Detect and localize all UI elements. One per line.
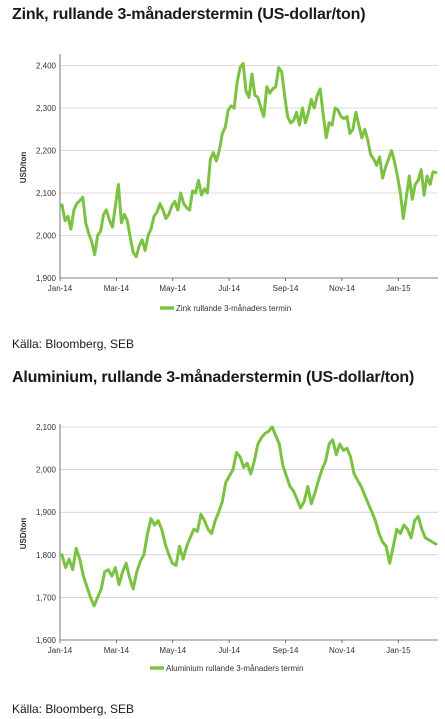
y-tick-label: 2,000 <box>36 466 57 475</box>
x-tick-label: Sep-14 <box>273 284 299 293</box>
x-tick-label: Mar-14 <box>104 646 130 655</box>
y-axis-label: USD/ton <box>19 152 28 184</box>
series-line <box>60 61 438 259</box>
x-tick-label: Nov-14 <box>329 646 355 655</box>
x-tick-label: Mar-14 <box>104 284 130 293</box>
y-tick-label: 1,600 <box>36 636 57 645</box>
legend-label: Zink rullande 3-månaders termin <box>176 304 291 313</box>
y-tick-label: 2,400 <box>36 62 57 71</box>
source-note-aluminium: Källa: Bloomberg, SEB <box>12 702 135 716</box>
y-tick-label: 2,300 <box>36 104 57 113</box>
y-tick-label: 2,200 <box>36 147 57 156</box>
y-tick-label: 1,800 <box>36 551 57 560</box>
series-line <box>60 425 438 608</box>
y-tick-label: 1,900 <box>36 508 57 517</box>
x-tick-label: Nov-14 <box>329 284 355 293</box>
x-tick-label: Jan-15 <box>386 646 411 655</box>
y-axis-label: USD/ton <box>19 518 28 550</box>
x-tick-label: Sep-14 <box>273 646 299 655</box>
zinc-chart: 1,900 2,000 2,100 2,200 2,300 2,400 Jan-14 Mar-… <box>19 54 438 313</box>
y-tick-label: 2,000 <box>36 232 57 241</box>
x-tick-label: Jul-14 <box>218 284 240 293</box>
y-tick-label: 2,100 <box>36 189 57 198</box>
x-tick-label: Jan-14 <box>48 284 73 293</box>
y-tick-label: 1,900 <box>36 274 57 283</box>
x-tick-label: May-14 <box>159 646 186 655</box>
x-tick-label: Jul-14 <box>218 646 240 655</box>
y-tick-label: 1,700 <box>36 593 57 602</box>
x-tick-label: Jan-15 <box>386 284 411 293</box>
y-tick-label: 2,100 <box>36 423 57 432</box>
source-note-zinc: Källa: Bloomberg, SEB <box>12 337 135 351</box>
x-tick-label: May-14 <box>159 284 186 293</box>
aluminium-chart: 1,600 1,700 1,800 1,900 2,000 2,100 Jan-14 Mar-… <box>19 423 438 673</box>
chart-title-zinc: Zink, rullande 3-månaderstermin (US-doll… <box>12 6 366 23</box>
chart-title-aluminium: Aluminium, rullande 3-månaderstermin (US… <box>12 369 415 386</box>
x-tick-label: Jan-14 <box>48 646 73 655</box>
legend-label: Aluminium rullande 3-månaders termin <box>166 664 303 673</box>
